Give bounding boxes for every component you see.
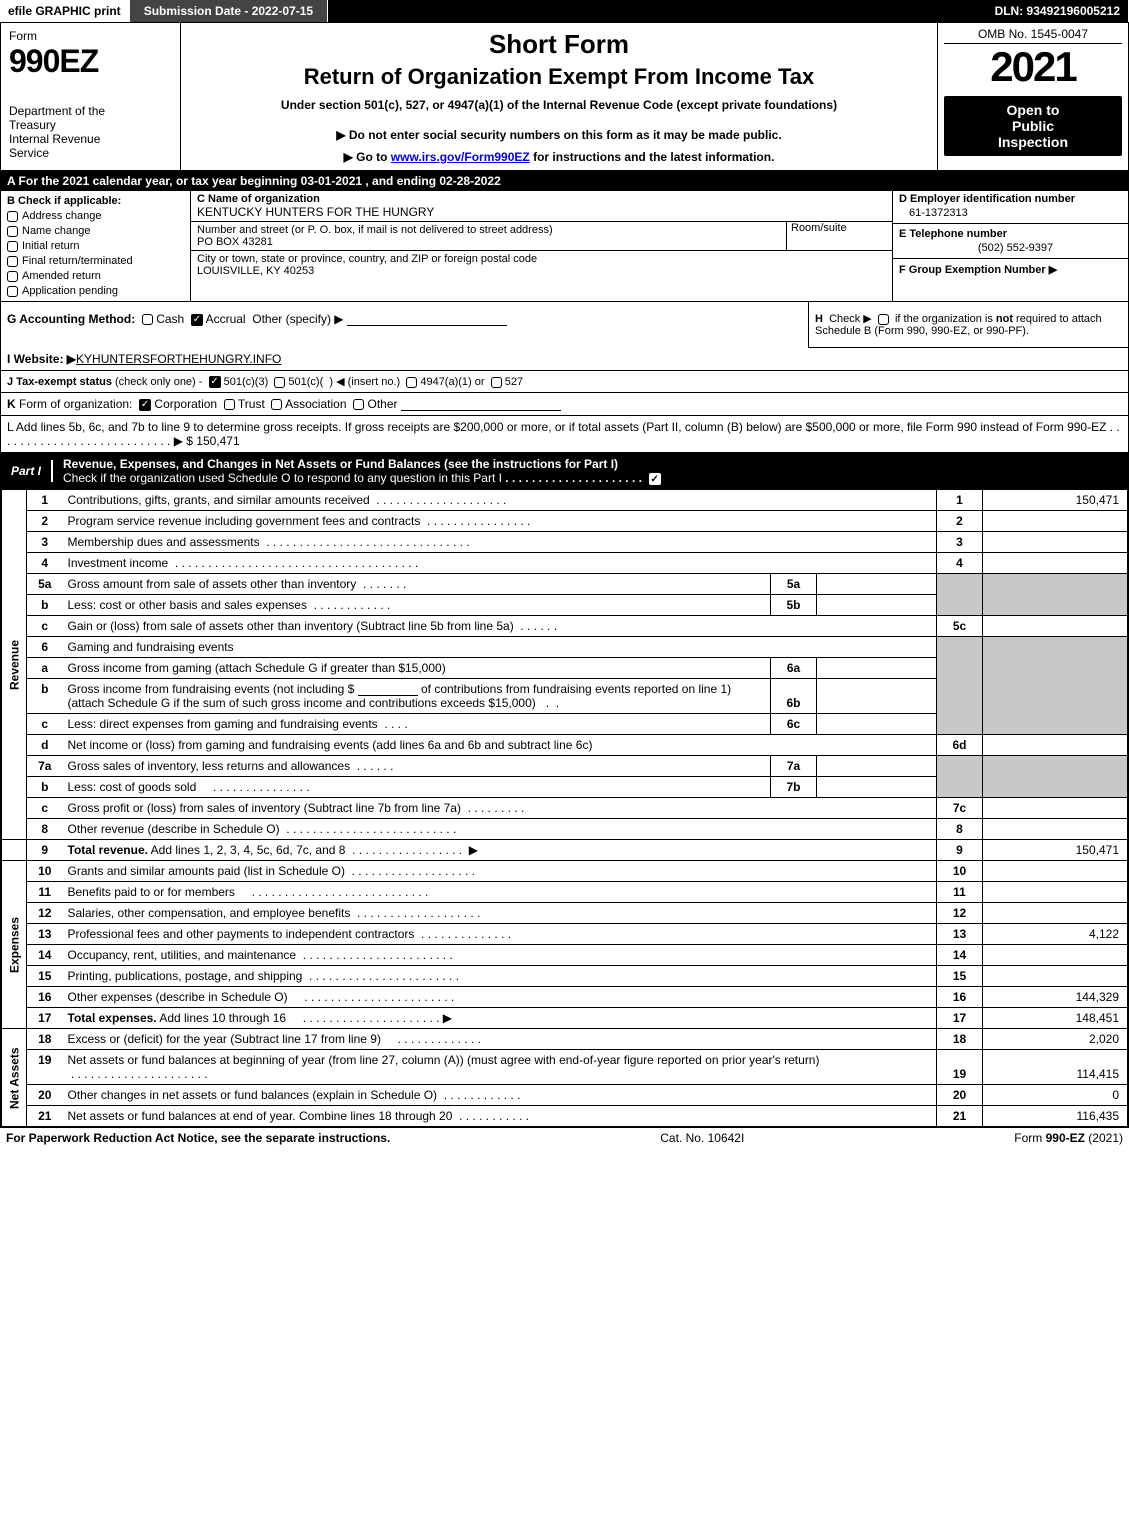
- city-value: LOUISVILLE, KY 40253: [197, 265, 886, 277]
- section-bcd: B Check if applicable: Address change Na…: [1, 191, 1128, 302]
- check-final: Final return/terminated: [7, 255, 184, 267]
- j-row: J Tax-exempt status (check only one) - ✓…: [1, 371, 1128, 393]
- phone-label: E Telephone number: [899, 228, 1122, 240]
- line9-value: 150,471: [983, 840, 1128, 861]
- line19-value: 114,415: [983, 1050, 1128, 1085]
- revenue-sidelabel: Revenue: [2, 490, 27, 840]
- header-left: Form 990EZ Department of theTreasuryInte…: [1, 23, 181, 170]
- irs-link[interactable]: www.irs.gov/Form990EZ: [391, 150, 530, 164]
- line21-value: 116,435: [983, 1106, 1128, 1127]
- main-title: Return of Organization Exempt From Incom…: [191, 64, 927, 90]
- efile-label: efile GRAPHIC print: [0, 0, 130, 22]
- cat-no: Cat. No. 10642I: [660, 1131, 744, 1145]
- check-initial: Initial return: [7, 240, 184, 252]
- tax-year: 2021: [944, 46, 1122, 88]
- group-label: F Group Exemption Number ▶: [899, 263, 1122, 276]
- check-pending: Application pending: [7, 285, 184, 297]
- part1-title: Revenue, Expenses, and Changes in Net As…: [53, 453, 1128, 489]
- ein-label: D Employer identification number: [899, 193, 1122, 205]
- subtitle-2: ▶ Do not enter social security numbers o…: [191, 128, 927, 142]
- open-to-public: Open toPublicInspection: [944, 96, 1122, 156]
- b-header: B Check if applicable:: [7, 195, 184, 207]
- line1-value: 150,471: [983, 490, 1128, 511]
- gh-row: G Accounting Method: Cash ✓ Accrual Othe…: [1, 302, 1128, 348]
- g-row: G Accounting Method: Cash ✓ Accrual Othe…: [1, 302, 808, 348]
- k-row: K Form of organization: ✓ Corporation Tr…: [1, 393, 1128, 416]
- omb-number: OMB No. 1545-0047: [944, 27, 1122, 44]
- line18-value: 2,020: [983, 1029, 1128, 1050]
- check-amended: Amended return: [7, 270, 184, 282]
- line16-value: 144,329: [983, 987, 1128, 1008]
- phone-value: (502) 552-9397: [909, 242, 1122, 254]
- subtitle-3: ▶ Go to www.irs.gov/Form990EZ for instru…: [191, 150, 927, 164]
- line17-value: 148,451: [983, 1008, 1128, 1029]
- line13-value: 4,122: [983, 924, 1128, 945]
- form-word: Form: [9, 29, 172, 43]
- check-address: Address change: [7, 210, 184, 222]
- form-ref: Form 990-EZ (2021): [1014, 1131, 1123, 1145]
- header-right: OMB No. 1545-0047 2021 Open toPublicInsp…: [938, 23, 1128, 170]
- top-bar: efile GRAPHIC print Submission Date - 20…: [0, 0, 1129, 22]
- org-name: KENTUCKY HUNTERS FOR THE HUNGRY: [197, 205, 886, 219]
- dln-label: DLN: 93492196005212: [987, 0, 1129, 22]
- street-value: PO BOX 43281: [197, 236, 782, 248]
- column-b: B Check if applicable: Address change Na…: [1, 191, 191, 301]
- dept-label: Department of theTreasuryInternal Revenu…: [9, 104, 172, 160]
- ein-value: 61-1372313: [909, 207, 1122, 219]
- city-row: City or town, state or province, country…: [191, 251, 892, 279]
- part1-header: Part I Revenue, Expenses, and Changes in…: [1, 453, 1128, 489]
- page-footer: For Paperwork Reduction Act Notice, see …: [0, 1128, 1129, 1148]
- h-row: H Check ▶ if the organization is not req…: [808, 302, 1128, 348]
- submission-date: Submission Date - 2022-07-15: [130, 0, 328, 22]
- check-name: Name change: [7, 225, 184, 237]
- l-row: L Add lines 5b, 6c, and 7b to line 9 to …: [1, 416, 1128, 453]
- website-value: KYHUNTERSFORTHEHUNGRY.INFO: [76, 352, 281, 366]
- expenses-sidelabel: Expenses: [2, 861, 27, 1029]
- section-ijk: I Website: ▶KYHUNTERSFORTHEHUNGRY.INFO J…: [1, 348, 1128, 416]
- short-form-title: Short Form: [191, 29, 927, 60]
- l-amount: 150,471: [196, 434, 239, 448]
- topbar-spacer: [328, 0, 986, 22]
- part1-label: Part I: [1, 460, 53, 482]
- column-d: D Employer identification number 61-1372…: [893, 191, 1128, 301]
- header-center: Short Form Return of Organization Exempt…: [181, 23, 938, 170]
- form-container: Form 990EZ Department of theTreasuryInte…: [0, 22, 1129, 1128]
- lines-table: Revenue 1Contributions, gifts, grants, a…: [1, 489, 1128, 1127]
- street-row: Number and street (or P. O. box, if mail…: [191, 222, 892, 251]
- form-header: Form 990EZ Department of theTreasuryInte…: [1, 23, 1128, 171]
- form-number: 990EZ: [9, 43, 172, 80]
- row-a: A For the 2021 calendar year, or tax yea…: [1, 171, 1128, 191]
- line20-value: 0: [983, 1085, 1128, 1106]
- netassets-sidelabel: Net Assets: [2, 1029, 27, 1127]
- i-row: I Website: ▶KYHUNTERSFORTHEHUNGRY.INFO: [1, 348, 1128, 371]
- column-c: C Name of organization KENTUCKY HUNTERS …: [191, 191, 893, 301]
- subtitle-1: Under section 501(c), 527, or 4947(a)(1)…: [191, 98, 927, 112]
- org-name-row: C Name of organization KENTUCKY HUNTERS …: [191, 191, 892, 222]
